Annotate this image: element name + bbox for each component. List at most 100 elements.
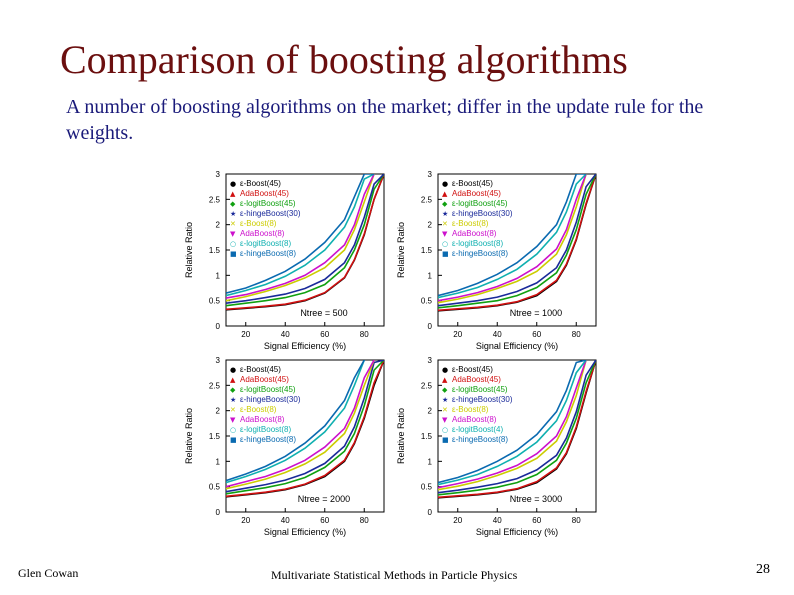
legend-marker: ★: [442, 210, 448, 218]
legend-marker: ▲: [442, 190, 448, 198]
y-tick-label: 2.5: [209, 381, 221, 390]
legend-entry: AdaBoost(8): [240, 415, 285, 424]
y-tick-label: 1.5: [209, 432, 221, 441]
legend-marker: ▼: [442, 230, 448, 238]
y-tick-label: 2.5: [421, 195, 433, 204]
legend-entry: ε-hingeBoost(30): [240, 395, 301, 404]
x-tick-label: 80: [360, 330, 369, 339]
y-tick-label: 0: [216, 508, 221, 517]
legend-entry: ε-logitBoost(45): [452, 385, 508, 394]
legend-entry: AdaBoost(8): [240, 229, 285, 238]
x-tick-label: 40: [281, 516, 290, 525]
legend-marker: ✕: [442, 220, 448, 228]
legend-entry: ε-hingeBoost(8): [240, 249, 296, 258]
legend-marker: ▲: [230, 190, 236, 198]
series-line: [226, 360, 366, 484]
y-tick-label: 0: [428, 322, 433, 331]
series-line: [438, 360, 587, 484]
legend-marker: ★: [230, 210, 236, 218]
y-tick-label: 0: [216, 322, 221, 331]
chart-panel-2: 0 0.5 1 1.5 2 2.5 3 20 40 60 80 Signal Efficiency (…: [396, 170, 597, 351]
panel-label: Ntree = 3000: [510, 494, 562, 504]
legend-entry: AdaBoost(45): [452, 375, 501, 384]
legend-marker: ○: [230, 426, 236, 434]
series-line: [438, 174, 587, 304]
legend-entry: ε-logitBoost(45): [240, 385, 296, 394]
series-line: [438, 174, 596, 312]
legend-entry: AdaBoost(8): [452, 229, 497, 238]
series-line: [438, 360, 596, 499]
legend-marker: ○: [230, 240, 236, 248]
y-tick-label: 2: [428, 221, 433, 230]
legend-marker: ●: [230, 366, 236, 374]
series-line: [226, 174, 375, 299]
legend-marker: ■: [442, 436, 449, 444]
legend-entry: ε-Boost(8): [240, 219, 277, 228]
legend-entry: ε-hingeBoost(30): [452, 395, 513, 404]
legend-marker: ●: [230, 180, 236, 188]
y-tick-label: 1.5: [209, 246, 221, 255]
series-line: [438, 360, 587, 486]
y-tick-label: 3: [216, 170, 221, 179]
x-axis-label: Signal Efficiency (%): [476, 341, 558, 351]
panel-label: Ntree = 500: [300, 308, 347, 318]
y-tick-label: 0: [428, 508, 433, 517]
slide-title: Comparison of boosting algorithms: [60, 37, 628, 82]
legend-marker: ◆: [442, 386, 448, 394]
boosting-comparison-figure: 0 0.5 1 1.5 2 2.5 3 20 40 60 80 Signal Efficiency (…: [176, 168, 600, 540]
y-tick-label: 1: [428, 271, 433, 280]
series-line: [438, 360, 596, 494]
y-axis-label: Relative Ratio: [184, 222, 194, 278]
legend-marker: ▼: [442, 416, 448, 424]
series-line: [226, 174, 375, 294]
y-tick-label: 3: [216, 356, 221, 365]
y-tick-label: 0.5: [209, 297, 221, 306]
y-tick-label: 0.5: [421, 483, 433, 492]
series-line: [226, 174, 375, 297]
legend-marker: ★: [230, 396, 236, 404]
legend-entry: ε-logitBoost(4): [452, 425, 503, 434]
y-tick-label: 1: [216, 271, 221, 280]
y-tick-label: 1.5: [421, 246, 433, 255]
legend-entry: ε-hingeBoost(30): [240, 209, 301, 218]
series-line: [226, 360, 384, 498]
legend-marker: ●: [442, 366, 448, 374]
x-tick-label: 80: [572, 516, 581, 525]
x-tick-label: 60: [532, 330, 541, 339]
legend-entry: ε-Boost(8): [452, 405, 489, 414]
legend-entry: AdaBoost(8): [452, 415, 497, 424]
chart-panel-4: 0 0.5 1 1.5 2 2.5 3 20 40 60 80 Signal Efficiency (…: [396, 356, 597, 537]
y-tick-label: 1: [428, 457, 433, 466]
legend-entry: ε-logitBoost(45): [452, 199, 508, 208]
legend-marker: ✕: [230, 220, 236, 228]
legend-marker: ✕: [442, 406, 448, 414]
series-line: [438, 174, 587, 302]
series-line: [226, 174, 384, 304]
series-line: [226, 360, 384, 495]
legend-entry: ε-Boost(8): [452, 219, 489, 228]
y-tick-label: 2.5: [209, 195, 221, 204]
x-tick-label: 80: [572, 330, 581, 339]
legend-marker: ●: [442, 180, 448, 188]
y-tick-label: 0.5: [421, 297, 433, 306]
footer-course-title: Multivariate Statistical Methods in Part…: [271, 568, 518, 582]
y-tick-label: 2: [428, 407, 433, 416]
legend-entry: AdaBoost(45): [452, 189, 501, 198]
series-line: [438, 174, 587, 297]
series-line: [226, 360, 384, 493]
legend-entry: ε-logitBoost(8): [240, 239, 291, 248]
legend-entry: ε-hingeBoost(30): [452, 209, 513, 218]
series-line: [438, 174, 587, 299]
legend-marker: ▼: [230, 230, 236, 238]
legend-entry: ε-hingeBoost(8): [452, 249, 508, 258]
legend-marker: ■: [442, 250, 449, 258]
series-line: [438, 360, 587, 489]
y-axis-label: Relative Ratio: [396, 408, 406, 464]
y-tick-label: 0.5: [209, 483, 221, 492]
series-line: [226, 174, 384, 307]
legend-marker: ◆: [442, 200, 448, 208]
page-number: 28: [756, 562, 770, 577]
x-tick-label: 20: [453, 330, 462, 339]
series-line: [438, 174, 596, 307]
x-tick-label: 60: [320, 516, 329, 525]
